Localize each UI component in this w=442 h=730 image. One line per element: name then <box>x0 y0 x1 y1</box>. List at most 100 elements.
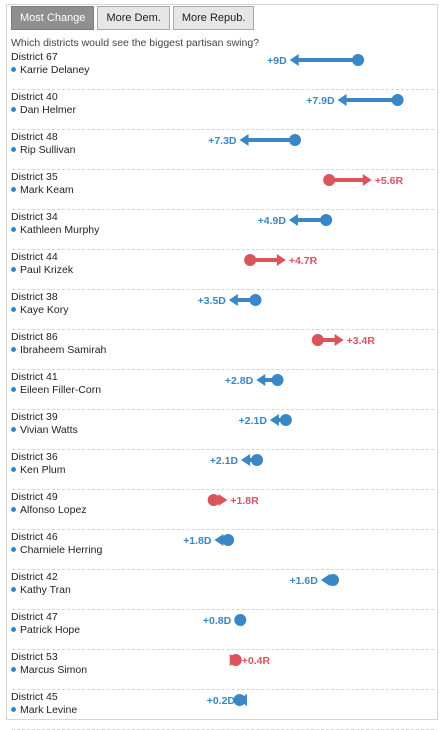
candidate-label: Ken Plum <box>20 464 66 476</box>
candidate-label: Kathy Tran <box>20 584 71 596</box>
candidate-label: Charniele Herring <box>20 544 103 556</box>
candidate-name: Vivian Watts <box>11 424 78 436</box>
district-name: District 36 <box>11 451 58 463</box>
candidate-label: Mark Levine <box>20 704 78 716</box>
row-divider <box>12 609 434 610</box>
district-row: District 44 Paul Krizek <box>6 250 438 290</box>
candidate-label: Kaye Kory <box>20 304 69 316</box>
candidate-label: Rip Sullivan <box>20 144 76 156</box>
district-row: District 35 Mark Keam <box>6 170 438 210</box>
candidate-bullet-icon <box>11 146 16 152</box>
candidate-name: Ibraheem Samirah <box>11 344 106 356</box>
district-row: District 86 Ibraheem Samirah <box>6 330 438 370</box>
candidate-label: Kathleen Murphy <box>20 224 100 236</box>
district-row: District 40 Dan Helmer <box>6 90 438 130</box>
candidate-name: Karrie Delaney <box>11 64 89 76</box>
district-name: District 47 <box>11 611 58 623</box>
candidate-bullet-icon <box>11 346 16 352</box>
candidate-bullet-icon <box>11 66 16 72</box>
candidate-name: Kathleen Murphy <box>11 224 99 236</box>
district-row: District 41 Eileen Filler-Corn <box>6 370 438 410</box>
district-row: District 49 Alfonso Lopez <box>6 490 438 530</box>
candidate-bullet-icon <box>11 186 16 192</box>
candidate-label: Marcus Simon <box>20 664 88 676</box>
tab-more-dem[interactable]: More Dem. <box>97 6 170 30</box>
district-name: District 67 <box>11 51 58 63</box>
district-row: District 38 Kaye Kory <box>6 290 438 330</box>
candidate-name: Paul Krizek <box>11 264 73 276</box>
sort-tabs: Most Change More Dem. More Repub. <box>11 6 257 30</box>
candidate-label: Patrick Hope <box>20 624 81 636</box>
candidate-bullet-icon <box>11 386 16 392</box>
candidate-name: Rip Sullivan <box>11 144 75 156</box>
candidate-name: Charniele Herring <box>11 544 102 556</box>
row-divider <box>12 249 434 250</box>
candidate-bullet-icon <box>11 106 16 112</box>
row-divider <box>12 449 434 450</box>
candidate-label: Alfonso Lopez <box>20 504 87 516</box>
district-row: District 36 Ken Plum <box>6 450 438 490</box>
district-row: District 39 Vivian Watts <box>6 410 438 450</box>
tab-more-repub[interactable]: More Repub. <box>172 6 255 30</box>
candidate-bullet-icon <box>11 426 16 432</box>
candidate-bullet-icon <box>11 266 16 272</box>
candidate-name: Kathy Tran <box>11 584 71 596</box>
district-name: District 86 <box>11 331 58 343</box>
district-row: District 42 Kathy Tran <box>6 570 438 610</box>
district-name: District 48 <box>11 131 58 143</box>
candidate-bullet-icon <box>11 466 16 472</box>
row-divider <box>12 369 434 370</box>
chart-panel <box>6 4 438 720</box>
candidate-name: Mark Keam <box>11 184 74 196</box>
district-name: District 39 <box>11 411 58 423</box>
district-name: District 34 <box>11 211 58 223</box>
candidate-name: Dan Helmer <box>11 104 76 116</box>
district-name: District 40 <box>11 91 58 103</box>
district-row: District 67 Karrie Delaney <box>6 50 438 90</box>
district-name: District 44 <box>11 251 58 263</box>
candidate-label: Mark Keam <box>20 184 74 196</box>
row-divider <box>12 409 434 410</box>
candidate-name: Marcus Simon <box>11 664 87 676</box>
candidate-name: Eileen Filler-Corn <box>11 384 101 396</box>
district-name: District 46 <box>11 531 58 543</box>
candidate-label: Paul Krizek <box>20 264 74 276</box>
row-divider <box>12 649 434 650</box>
row-divider <box>12 329 434 330</box>
candidate-name: Ken Plum <box>11 464 66 476</box>
candidate-bullet-icon <box>11 546 16 552</box>
candidate-bullet-icon <box>11 586 16 592</box>
candidate-bullet-icon <box>11 626 16 632</box>
candidate-label: Vivian Watts <box>20 424 78 436</box>
district-row: District 34 Kathleen Murphy <box>6 210 438 250</box>
candidate-name: Alfonso Lopez <box>11 504 87 516</box>
candidate-bullet-icon <box>11 306 16 312</box>
row-divider <box>12 529 434 530</box>
row-divider <box>12 209 434 210</box>
district-name: District 38 <box>11 291 58 303</box>
row-divider <box>12 689 434 690</box>
district-name: District 49 <box>11 491 58 503</box>
candidate-bullet-icon <box>11 666 16 672</box>
row-divider <box>12 569 434 570</box>
row-divider <box>12 289 434 290</box>
candidate-label: Karrie Delaney <box>20 64 90 76</box>
tab-most-change[interactable]: Most Change <box>11 6 95 30</box>
chart-subtitle: Which districts would see the biggest pa… <box>11 37 260 49</box>
district-row: District 47 Patrick Hope <box>6 610 438 650</box>
candidate-label: Eileen Filler-Corn <box>20 384 102 396</box>
row-divider <box>12 169 434 170</box>
row-divider <box>12 129 434 130</box>
row-divider <box>12 89 434 90</box>
district-row: District 45 Mark Levine <box>6 690 438 730</box>
candidate-bullet-icon <box>11 706 16 712</box>
candidate-name: Patrick Hope <box>11 624 80 636</box>
district-name: District 42 <box>11 571 58 583</box>
candidate-bullet-icon <box>11 506 16 512</box>
district-row: District 48 Rip Sullivan <box>6 130 438 170</box>
candidate-label: Ibraheem Samirah <box>20 344 107 356</box>
district-name: District 53 <box>11 651 58 663</box>
district-name: District 35 <box>11 171 58 183</box>
district-row: District 46 Charniele Herring <box>6 530 438 570</box>
candidate-label: Dan Helmer <box>20 104 77 116</box>
